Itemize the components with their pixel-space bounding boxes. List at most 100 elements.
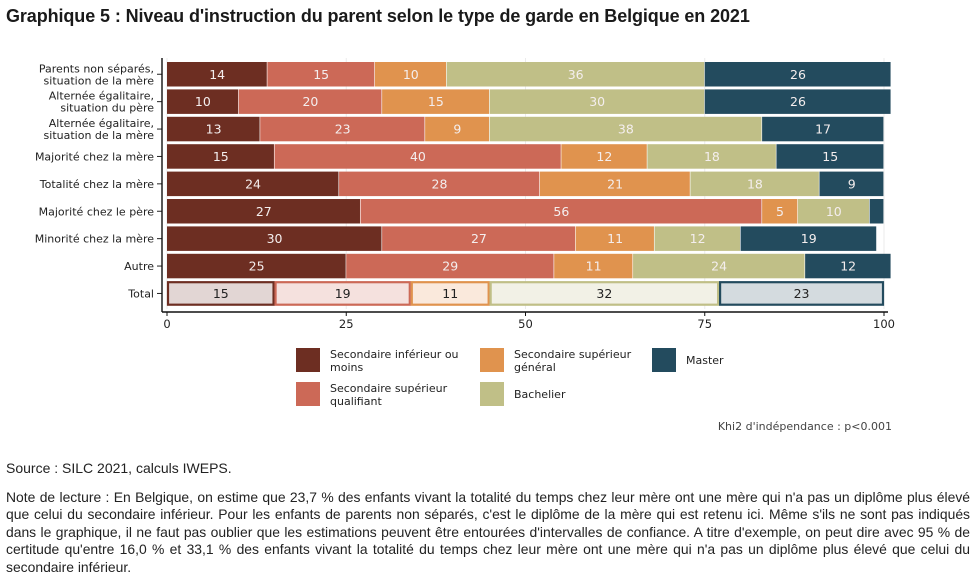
x-tick-50: 50 [518, 312, 533, 331]
data-label: 36 [568, 67, 584, 82]
y-label-autre: Autre [124, 260, 162, 273]
bar-segment-autre-bachelier: 24 [633, 253, 805, 279]
y-label-line: Autre [124, 260, 154, 273]
y-label-parents-non-separes-situation-de-la-mere: Parents non séparés,situation de la mère [39, 62, 162, 87]
bar-segment-alternee-egalitaire-situation-du-pere-master: 26 [704, 89, 891, 114]
bar-segment-majorite-chez-le-pere-secondaire-superieur-qualifiant: 56 [360, 199, 762, 224]
bar-segment-majorite-chez-la-mere-secondaire-superieur-general: 12 [561, 144, 647, 169]
bar-segment-total-secondaire-superieur-qualifiant: 19 [274, 281, 411, 306]
bar-segment-parents-non-separes-situation-de-la-mere-master: 26 [704, 62, 891, 87]
legend: Secondaire inférieur ou moins Secondaire… [296, 348, 756, 418]
y-label-line: Parents non séparés, [39, 62, 154, 75]
bar-rect [274, 144, 561, 169]
y-axis-labels: Parents non séparés,situation de la mère… [35, 62, 162, 300]
y-label-line: Totalité chez la mère [39, 178, 154, 191]
legend-label: Bachelier [514, 388, 566, 401]
data-label: 9 [453, 122, 461, 137]
bar-segment-total-secondaire-superieur-general: 11 [410, 281, 490, 306]
bar-rect [346, 253, 554, 279]
bar-rect [167, 89, 239, 114]
y-label-line: Alternée égalitaire, [49, 90, 154, 103]
bar-segment-parents-non-separes-situation-de-la-mere-secondaire-inferieur-ou-moins: 14 [167, 62, 267, 87]
data-label: 12 [690, 231, 706, 246]
y-label-line: Majorité chez le père [39, 205, 155, 218]
data-label: 23 [335, 122, 351, 137]
bar-segment-alternee-egalitaire-situation-du-pere-bachelier: 30 [489, 89, 705, 114]
legend-label: Master [686, 354, 724, 367]
bar-rect [267, 62, 375, 87]
reading-note: Note de lecture : En Belgique, on estime… [6, 489, 970, 575]
source-text: Source : SILC 2021, calculs IWEPS. [6, 460, 232, 476]
legend-item-master: Master [652, 348, 766, 372]
data-label: 10 [403, 67, 419, 82]
data-label: 27 [256, 204, 272, 219]
legend-swatch [652, 348, 676, 372]
bar-rect [274, 281, 411, 306]
legend-swatch [296, 382, 320, 406]
data-label: 24 [245, 176, 261, 191]
data-label: 20 [302, 94, 318, 109]
bar-rect [360, 199, 762, 224]
bar-rect [382, 226, 576, 251]
data-label: 27 [471, 231, 487, 246]
y-label-line: situation du père [60, 102, 154, 115]
data-label: 28 [432, 176, 448, 191]
bar-segment-alternee-egalitaire-situation-de-la-mere-bachelier: 38 [489, 116, 762, 142]
data-label: 14 [209, 67, 225, 82]
bar-segment-majorite-chez-le-pere-secondaire-superieur-general: 5 [762, 199, 798, 224]
bar-rect [704, 62, 891, 87]
chart-title: Graphique 5 : Niveau d'instruction du pa… [6, 6, 750, 26]
x-tick-100: 100 [873, 312, 895, 331]
bar-segment-autre-secondaire-superieur-qualifiant: 29 [346, 253, 554, 279]
data-label: 21 [607, 176, 623, 191]
bar-rect [167, 253, 346, 279]
x-tick-0: 0 [163, 312, 171, 331]
bar-rect [704, 89, 891, 114]
data-label: 13 [206, 122, 222, 137]
y-label-totalite-chez-la-mere: Totalité chez la mère [39, 178, 162, 191]
bar-rect [718, 281, 885, 306]
bar-segment-totalite-chez-la-mere-bachelier: 18 [690, 171, 819, 197]
data-label: 23 [794, 286, 810, 301]
data-label: 11 [442, 286, 458, 301]
x-tick-label: 50 [518, 317, 533, 331]
bar-rect [238, 89, 382, 114]
bar-segment-totalite-chez-la-mere-secondaire-inferieur-ou-moins: 24 [167, 171, 339, 197]
bar-segment-minorite-chez-la-mere-master: 19 [740, 226, 877, 251]
data-label: 38 [618, 122, 634, 137]
bar-segment-autre-secondaire-superieur-general: 11 [554, 253, 633, 279]
bar-rect [690, 171, 819, 197]
data-label: 19 [801, 231, 817, 246]
bar-rect [167, 62, 267, 87]
legend-item-secondaire-inferieur: Secondaire inférieur ou moins [296, 348, 480, 374]
data-label: 30 [267, 231, 283, 246]
data-label: 11 [607, 231, 623, 246]
data-label: 10 [826, 204, 842, 219]
data-label: 29 [442, 259, 458, 274]
y-label-line: situation de la mère [44, 74, 155, 87]
bar-rect [647, 144, 776, 169]
bar-rect [489, 281, 720, 306]
bar-rect [561, 144, 647, 169]
y-label-line: Minorité chez la mère [35, 233, 155, 246]
bar-rect [740, 226, 877, 251]
bar-segment-alternee-egalitaire-situation-du-pere-secondaire-superieur-general: 15 [382, 89, 490, 114]
data-label: 19 [335, 286, 351, 301]
data-label: 15 [822, 149, 838, 164]
bar-segment-total-secondaire-inferieur-ou-moins: 15 [166, 281, 275, 306]
data-label: 56 [553, 204, 569, 219]
legend-label: Secondaire supérieur général [514, 348, 632, 374]
bar-rect [410, 281, 490, 306]
data-label: 25 [249, 259, 265, 274]
data-label: 15 [213, 286, 229, 301]
bar-segment-totalite-chez-la-mere-secondaire-superieur-qualifiant: 28 [339, 171, 540, 197]
data-label: 12 [596, 149, 612, 164]
x-tick-label: 100 [873, 317, 895, 331]
y-label-majorite-chez-le-pere: Majorité chez le père [39, 205, 162, 218]
data-label: 9 [848, 176, 856, 191]
legend-label: Secondaire inférieur ou moins [330, 348, 459, 374]
bar-rect [805, 253, 891, 279]
bar-rect [819, 171, 884, 197]
legend-item-secondaire-superieur-qualifiant: Secondaire supérieur qualifiant [296, 382, 480, 408]
bar-segment-alternee-egalitaire-situation-de-la-mere-secondaire-superieur-qualifiant: 23 [260, 116, 425, 142]
